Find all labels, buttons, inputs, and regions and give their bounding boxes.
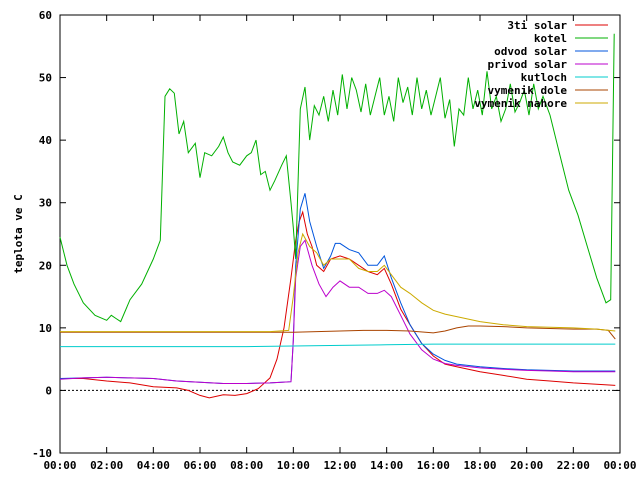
legend-label: 3ti solar [507,19,567,32]
x-tick-label: 14:00 [370,459,403,472]
series-line-3ti-solar [60,210,616,399]
y-tick-label: 20 [39,259,52,272]
series-line-vymenik-nahore [60,232,616,333]
x-tick-label: 16:00 [417,459,450,472]
y-axis-title: teplota ve C [12,194,25,273]
y-tick-label: 30 [39,197,52,210]
x-tick-label: 00:00 [43,459,76,472]
series-line-kotel [59,33,615,323]
y-tick-label: 0 [45,384,52,397]
y-tick-label: 60 [39,9,52,22]
y-tick-label: -10 [32,447,52,460]
series-line-kutloch [60,343,616,348]
y-axis-ticks: -10 0 10 20 30 40 50 60 [32,9,620,460]
x-axis-ticks: 00:00 02:00 04:00 06:00 08:00 10:00 12:00 14:00… [43,15,637,472]
legend-label: odvod solar [494,45,567,58]
series-line-odvod-solar [59,193,616,384]
x-tick-label: 06:00 [183,459,216,472]
series-line-privod-solar [59,239,616,384]
legend-label: vymenik nahore [474,97,567,110]
y-tick-label: 10 [39,322,52,335]
legend-label: vymenik dole [488,84,568,97]
series-line-vymenik-dole [60,325,616,340]
legend-label: kutloch [521,71,567,84]
x-tick-label: 22:00 [557,459,590,472]
x-tick-label: 18:00 [463,459,496,472]
series-lines [59,33,616,399]
x-tick-label: 12:00 [323,459,356,472]
legend-label: privod solar [488,58,568,71]
legend-label: kotel [534,32,567,45]
y-tick-label: 50 [39,72,52,85]
x-tick-label: 02:00 [90,459,123,472]
x-tick-label: 00:00 [603,459,636,472]
x-tick-label: 10:00 [277,459,310,472]
x-tick-label: 20:00 [510,459,543,472]
y-tick-label: 40 [39,134,52,147]
x-tick-label: 04:00 [137,459,170,472]
x-tick-label: 08:00 [230,459,263,472]
